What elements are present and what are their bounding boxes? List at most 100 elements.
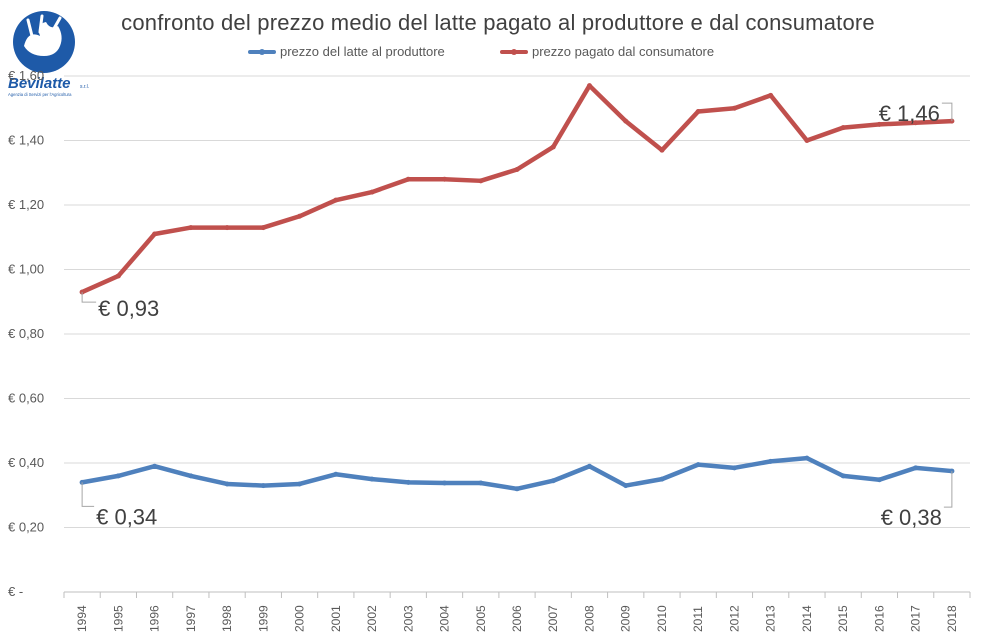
logo-splash-drops-icon [26, 14, 62, 38]
data-point [442, 480, 448, 486]
annotation-leader [81, 482, 95, 507]
data-point [804, 138, 810, 143]
x-tick-label: 2016 [872, 605, 886, 632]
logo-suffix: s.r.l. [80, 84, 89, 90]
data-point [369, 189, 375, 195]
data-point [260, 225, 266, 231]
grid [64, 75, 970, 593]
legend: prezzo del latte al produttore prezzo pa… [0, 44, 982, 64]
x-tick-label: 1994 [75, 605, 89, 632]
data-point [659, 476, 665, 482]
data-point [188, 473, 194, 479]
y-tick-label: € 0,40 [8, 455, 44, 470]
data-point [876, 121, 882, 127]
x-tick-label: 2001 [329, 605, 343, 632]
x-tick-label: 1995 [111, 605, 125, 632]
data-point [876, 477, 882, 483]
y-tick-label: € 0,60 [8, 391, 44, 406]
data-point [913, 120, 919, 126]
x-tick-label: 2009 [619, 605, 633, 632]
y-tick-label: € - [8, 584, 23, 599]
x-tick-label: 2003 [401, 605, 415, 632]
legend-swatch-consumer [500, 48, 528, 55]
data-point [768, 92, 774, 98]
legend-label-consumer: prezzo pagato dal consumatore [532, 44, 715, 59]
series-lines [79, 83, 955, 492]
data-point [514, 486, 520, 492]
legend-item-producer: prezzo del latte al produttore [248, 44, 445, 59]
data-point [188, 225, 194, 231]
data-point [695, 108, 701, 114]
chart-title: confronto del prezzo medio del latte pag… [121, 10, 875, 35]
y-tick-label: € 0,20 [8, 520, 44, 535]
x-tick-label: 2018 [945, 605, 959, 632]
data-point [442, 176, 448, 182]
data-point [333, 197, 339, 203]
y-tick-label: € 1,60 [8, 68, 44, 83]
data-point [913, 465, 919, 471]
x-axis: 1994 1995 1996 1997 1998 1999 2000 2001 2002 2003… [63, 591, 971, 632]
data-point [623, 483, 629, 489]
data-point [297, 213, 303, 219]
x-tick-label: 2017 [909, 605, 923, 632]
x-tick-label: 2010 [655, 605, 669, 632]
data-point [514, 167, 520, 173]
x-tick-label: 2012 [727, 605, 741, 632]
legend-item-consumer: prezzo pagato dal consumatore [500, 44, 714, 59]
y-tick-label: € 1,20 [8, 197, 44, 212]
data-point [478, 480, 484, 486]
x-tick-label: 1998 [220, 605, 234, 632]
data-point [405, 176, 411, 182]
data-point [333, 471, 339, 477]
y-tick-label: € 0,80 [8, 326, 44, 341]
data-point [840, 473, 846, 479]
data-point [115, 273, 121, 279]
y-tick-label: € 1,40 [8, 133, 44, 148]
data-point [297, 481, 303, 487]
data-point [659, 147, 665, 153]
data-label: € 0,38 [881, 505, 942, 530]
data-point [260, 483, 266, 489]
data-point [550, 144, 556, 150]
data-point [586, 463, 592, 469]
data-point [152, 463, 158, 469]
data-point [731, 465, 737, 471]
x-tick-label: 2015 [836, 605, 850, 632]
x-tick-label: 2002 [365, 605, 379, 632]
annotation-leader [943, 471, 953, 508]
data-point [115, 473, 121, 479]
data-label: € 0,34 [96, 504, 157, 529]
x-tick-label: 2014 [800, 605, 814, 632]
data-point [768, 458, 774, 464]
logo-tagline: Agenzia di Servizi per l'Agricoltura [8, 92, 72, 97]
y-tick-label: € 1,00 [8, 262, 44, 277]
annotations: € 0,93 € 1,46 € 0,34 € 0,38 [81, 101, 953, 530]
logo-text: Bevilatte [8, 75, 71, 92]
annotation-leader [941, 102, 953, 122]
data-point [840, 125, 846, 131]
data-point [152, 231, 158, 237]
legend-swatch-producer [248, 48, 276, 55]
x-tick-label: 2000 [293, 605, 307, 632]
data-point [804, 455, 810, 461]
y-axis: € - € 0,20 € 0,40 € 0,60 € 0,80 € 1,00 € 1,20 €… [8, 68, 44, 599]
x-tick-label: 2008 [582, 605, 596, 632]
annotation-leader [81, 292, 97, 303]
data-point [623, 118, 629, 124]
data-point [586, 83, 592, 89]
data-point [478, 178, 484, 184]
data-point [224, 225, 230, 231]
bevilatte-logo: Bevilatte s.r.l. Agenzia di Servizi per … [8, 11, 89, 97]
x-tick-label: 1996 [148, 605, 162, 632]
x-tick-label: 2011 [691, 606, 705, 632]
data-point [731, 105, 737, 111]
x-tick-label: 2005 [474, 605, 488, 632]
x-tick-label: 2004 [438, 605, 452, 632]
x-tick-label: 2006 [510, 605, 524, 632]
legend-label-producer: prezzo del latte al produttore [280, 44, 445, 59]
data-point [405, 479, 411, 485]
data-point [695, 462, 701, 468]
x-tick-label: 2007 [546, 605, 560, 632]
data-label: € 1,46 [879, 101, 940, 126]
